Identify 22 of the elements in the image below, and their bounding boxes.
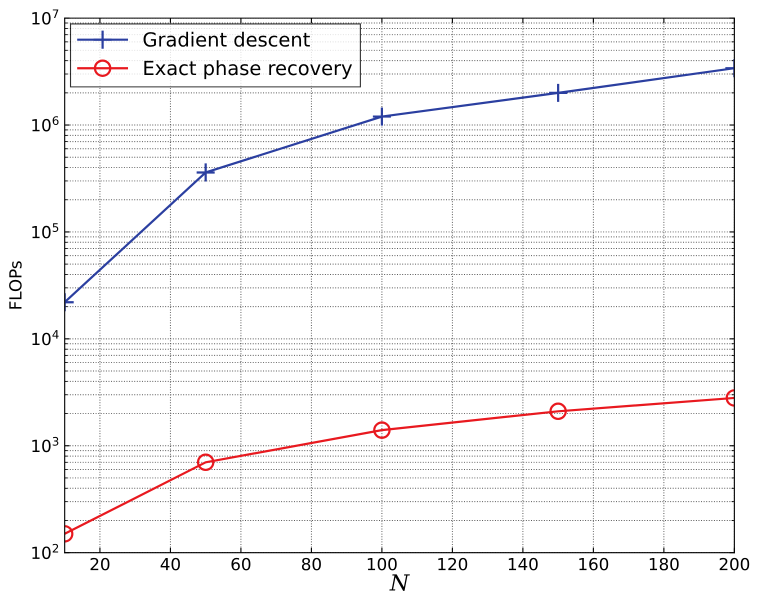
y-tick-label: 10$^{2}$: [32, 544, 58, 560]
point: [372, 106, 392, 127]
y-tick-label: 10$^{7}$: [32, 9, 58, 25]
x-tick-label: 100: [368, 558, 397, 570]
x-tick-label: 140: [508, 558, 538, 570]
x-tick-label: 40: [160, 558, 180, 570]
y-tick-label: 10$^{4}$: [32, 330, 59, 346]
y-tick-label: 10$^{5}$: [32, 223, 58, 238]
x-tick-label: 200: [720, 558, 750, 570]
x-tick-label: 80: [302, 558, 321, 570]
x-tick-label: 120: [438, 558, 468, 570]
x-axis-title: N: [389, 574, 410, 591]
x-tick-label: 180: [650, 558, 679, 570]
y-axis-title: FLOPs: [9, 261, 22, 309]
legend-label: Gradient descent: [144, 32, 310, 47]
x-tick-label: 160: [579, 558, 608, 570]
legend-label: Exact phase recovery: [144, 60, 352, 80]
x-tick-label: 20: [90, 558, 110, 570]
y-tick-label: 10$^{3}$: [32, 436, 58, 452]
y-tick-label: 10$^{6}$: [32, 116, 59, 132]
point: [373, 421, 391, 439]
x-tick-label: 60: [231, 558, 250, 570]
